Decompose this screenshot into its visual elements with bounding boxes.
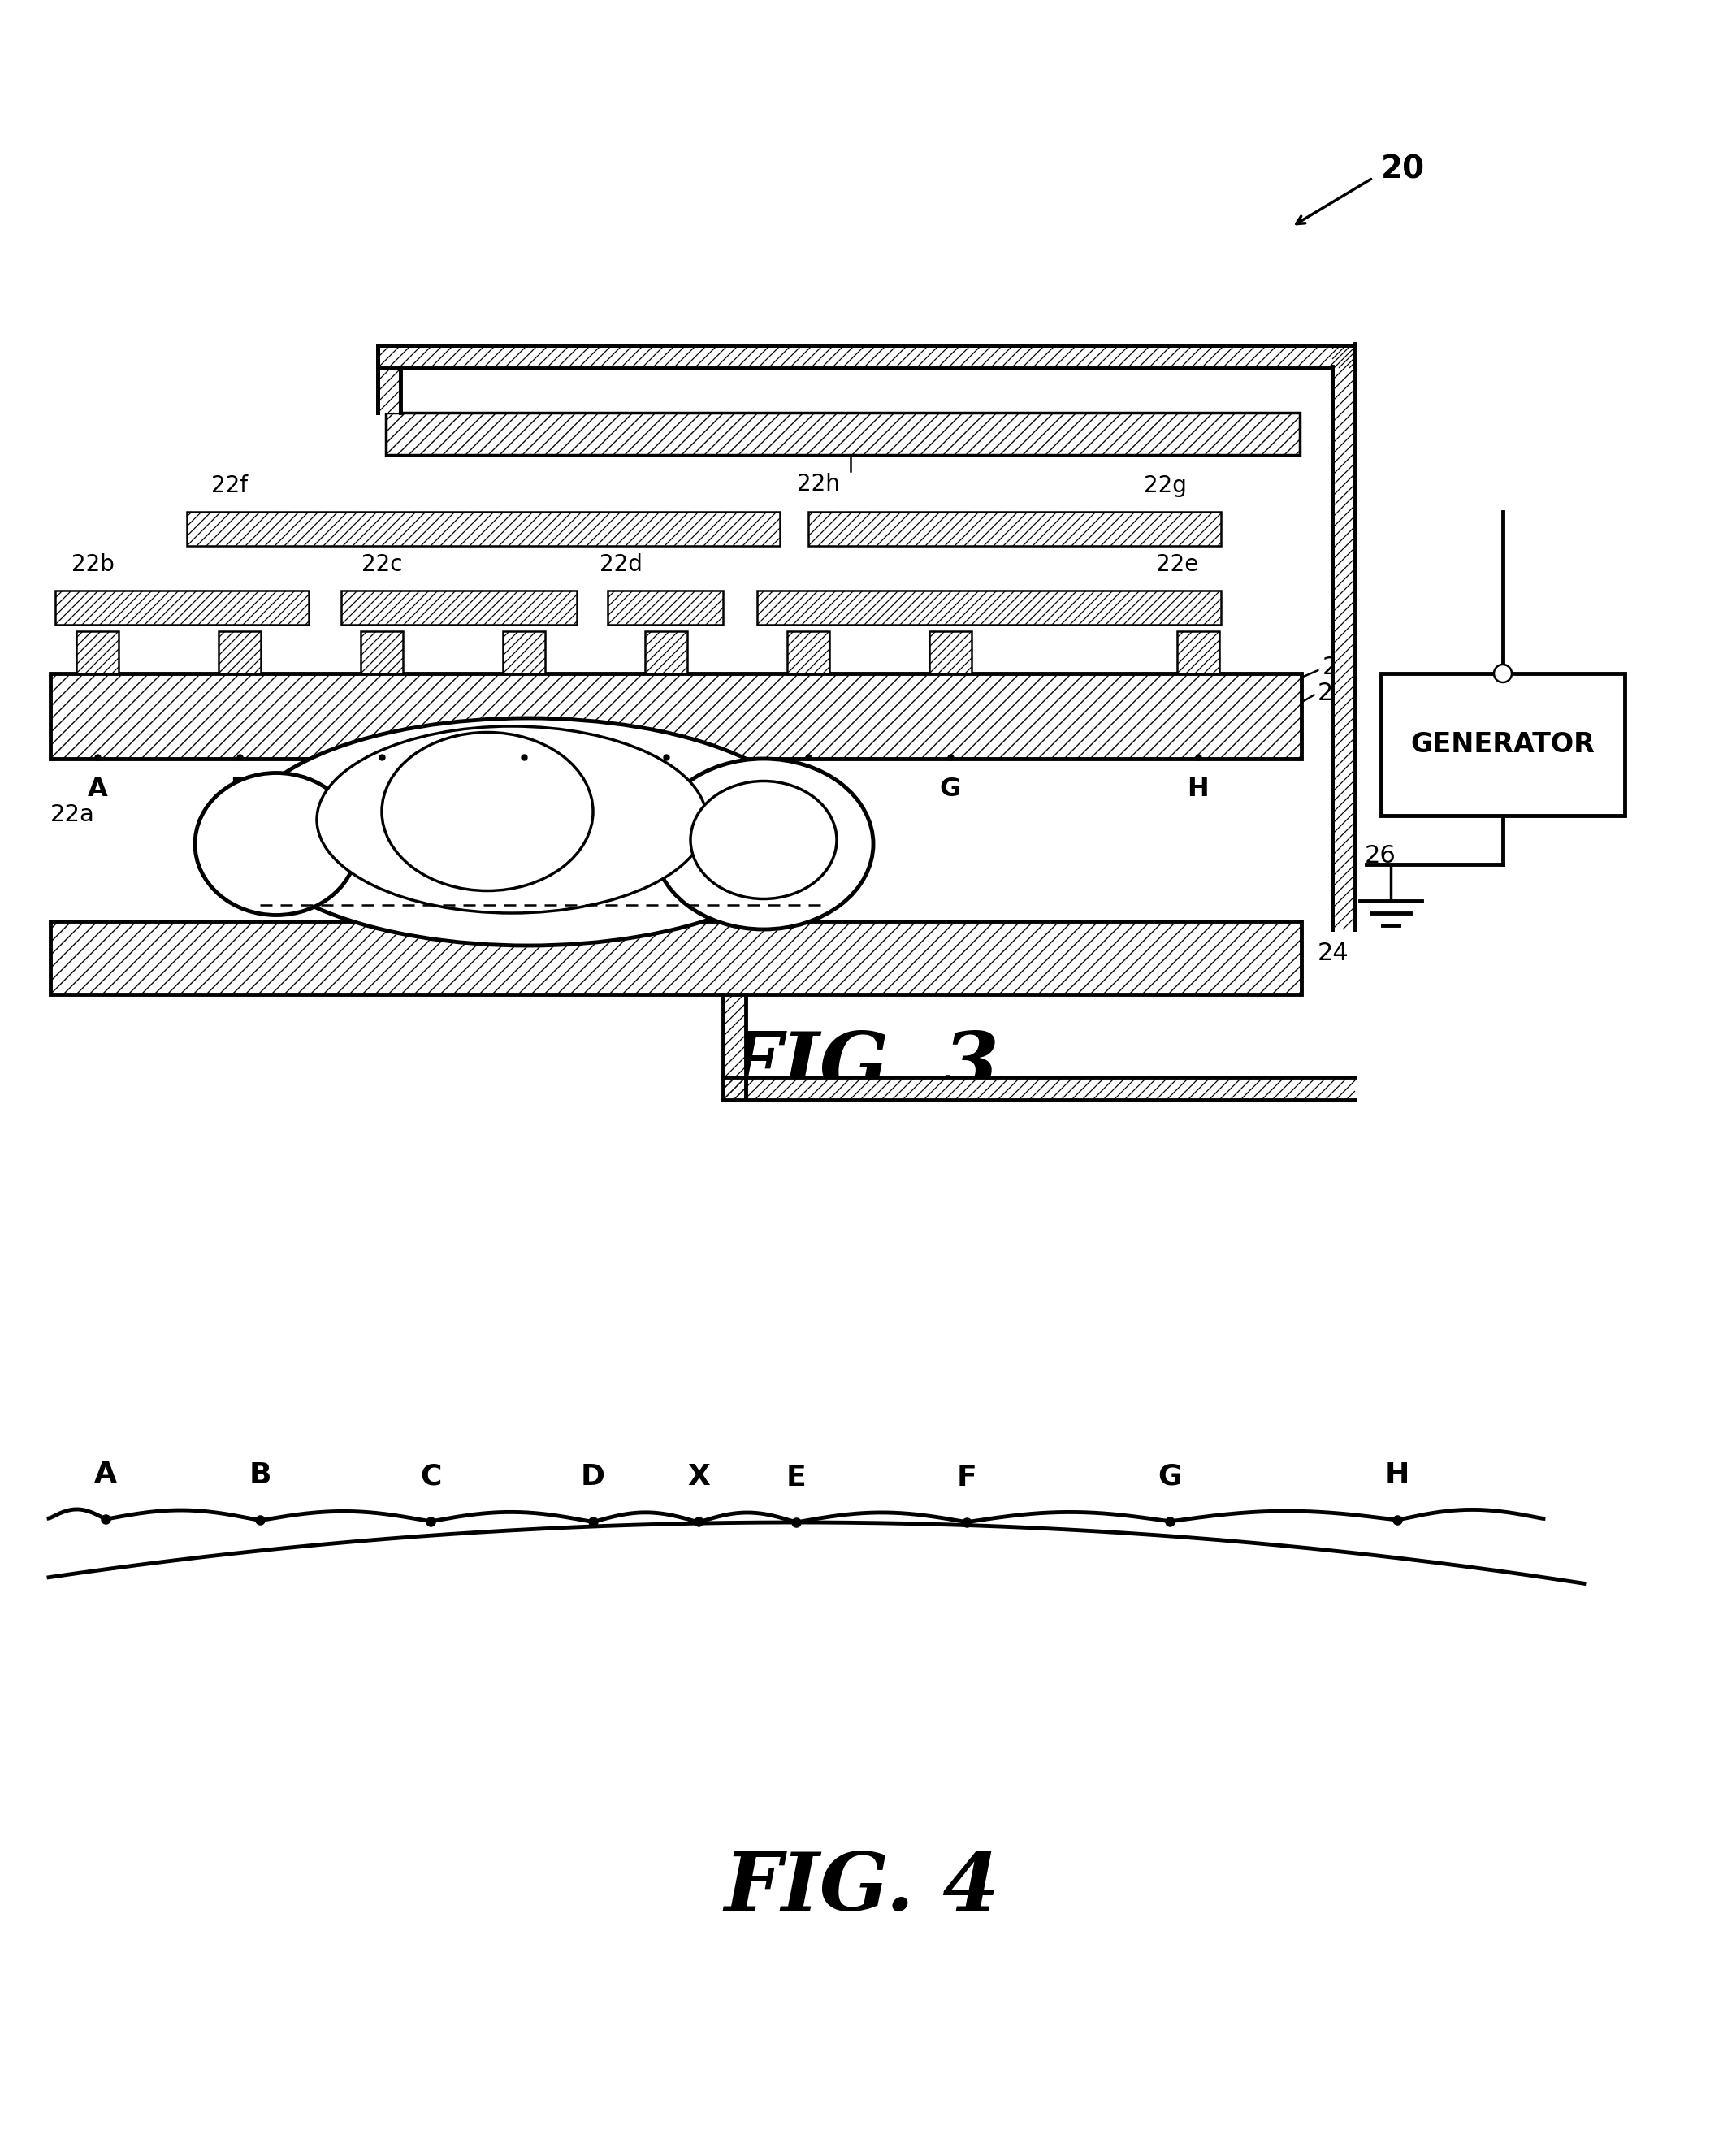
Text: GENERATOR: GENERATOR (1411, 731, 1595, 759)
Ellipse shape (655, 759, 874, 929)
Text: F: F (956, 1464, 977, 1492)
Bar (724, 994, 746, 1100)
Ellipse shape (195, 774, 357, 914)
Bar (1332, 345, 1354, 929)
Bar (386, 412, 1299, 455)
Ellipse shape (1494, 664, 1511, 683)
Bar (341, 591, 577, 625)
Text: 24: 24 (1318, 942, 1349, 966)
Text: G: G (1158, 1462, 1182, 1490)
Text: 26: 26 (1365, 845, 1396, 869)
Text: B: B (248, 1462, 271, 1490)
Text: 22b: 22b (71, 554, 114, 576)
Text: FIG. 3: FIG. 3 (724, 1028, 999, 1106)
Text: H: H (1187, 776, 1210, 802)
Text: H: H (1385, 1462, 1409, 1490)
Ellipse shape (383, 733, 593, 890)
Bar (50, 921, 1301, 994)
Text: E: E (786, 1464, 806, 1492)
Text: 22g: 22g (1144, 474, 1187, 498)
Text: FIG. 4: FIG. 4 (724, 1848, 999, 1927)
Text: E: E (656, 776, 675, 802)
Text: G: G (939, 776, 961, 802)
Text: D: D (581, 1464, 605, 1492)
Text: 20: 20 (1382, 155, 1425, 185)
Bar (360, 632, 403, 673)
Ellipse shape (317, 727, 706, 914)
Text: 22: 22 (1318, 681, 1349, 705)
Text: A: A (95, 1460, 117, 1488)
Ellipse shape (691, 780, 837, 899)
Text: 22: 22 (1323, 655, 1354, 679)
Bar (1382, 673, 1625, 815)
Text: C: C (420, 1462, 441, 1490)
Text: 22d: 22d (600, 554, 643, 576)
Text: 22f: 22f (212, 474, 248, 498)
Text: 22c: 22c (362, 554, 403, 576)
Bar (50, 673, 1301, 759)
Text: B: B (229, 776, 250, 802)
Bar (186, 511, 781, 545)
Bar (76, 632, 119, 673)
Text: D: D (513, 776, 534, 802)
Ellipse shape (243, 718, 812, 946)
Bar (377, 345, 1354, 369)
Bar (219, 632, 260, 673)
Bar (608, 591, 724, 625)
Bar (1177, 632, 1220, 673)
Bar (756, 591, 1222, 625)
Text: 22e: 22e (1156, 554, 1199, 576)
Bar (55, 591, 308, 625)
Text: C: C (372, 776, 391, 802)
Bar (724, 1078, 1354, 1100)
Text: X: X (687, 1464, 710, 1492)
Bar (377, 369, 400, 412)
Text: F: F (799, 776, 817, 802)
Bar (787, 632, 829, 673)
Text: 22h: 22h (796, 472, 839, 496)
Text: 22a: 22a (50, 804, 95, 826)
Bar (808, 511, 1222, 545)
Text: A: A (88, 776, 107, 802)
Bar (929, 632, 972, 673)
Bar (503, 632, 544, 673)
Bar (644, 632, 687, 673)
